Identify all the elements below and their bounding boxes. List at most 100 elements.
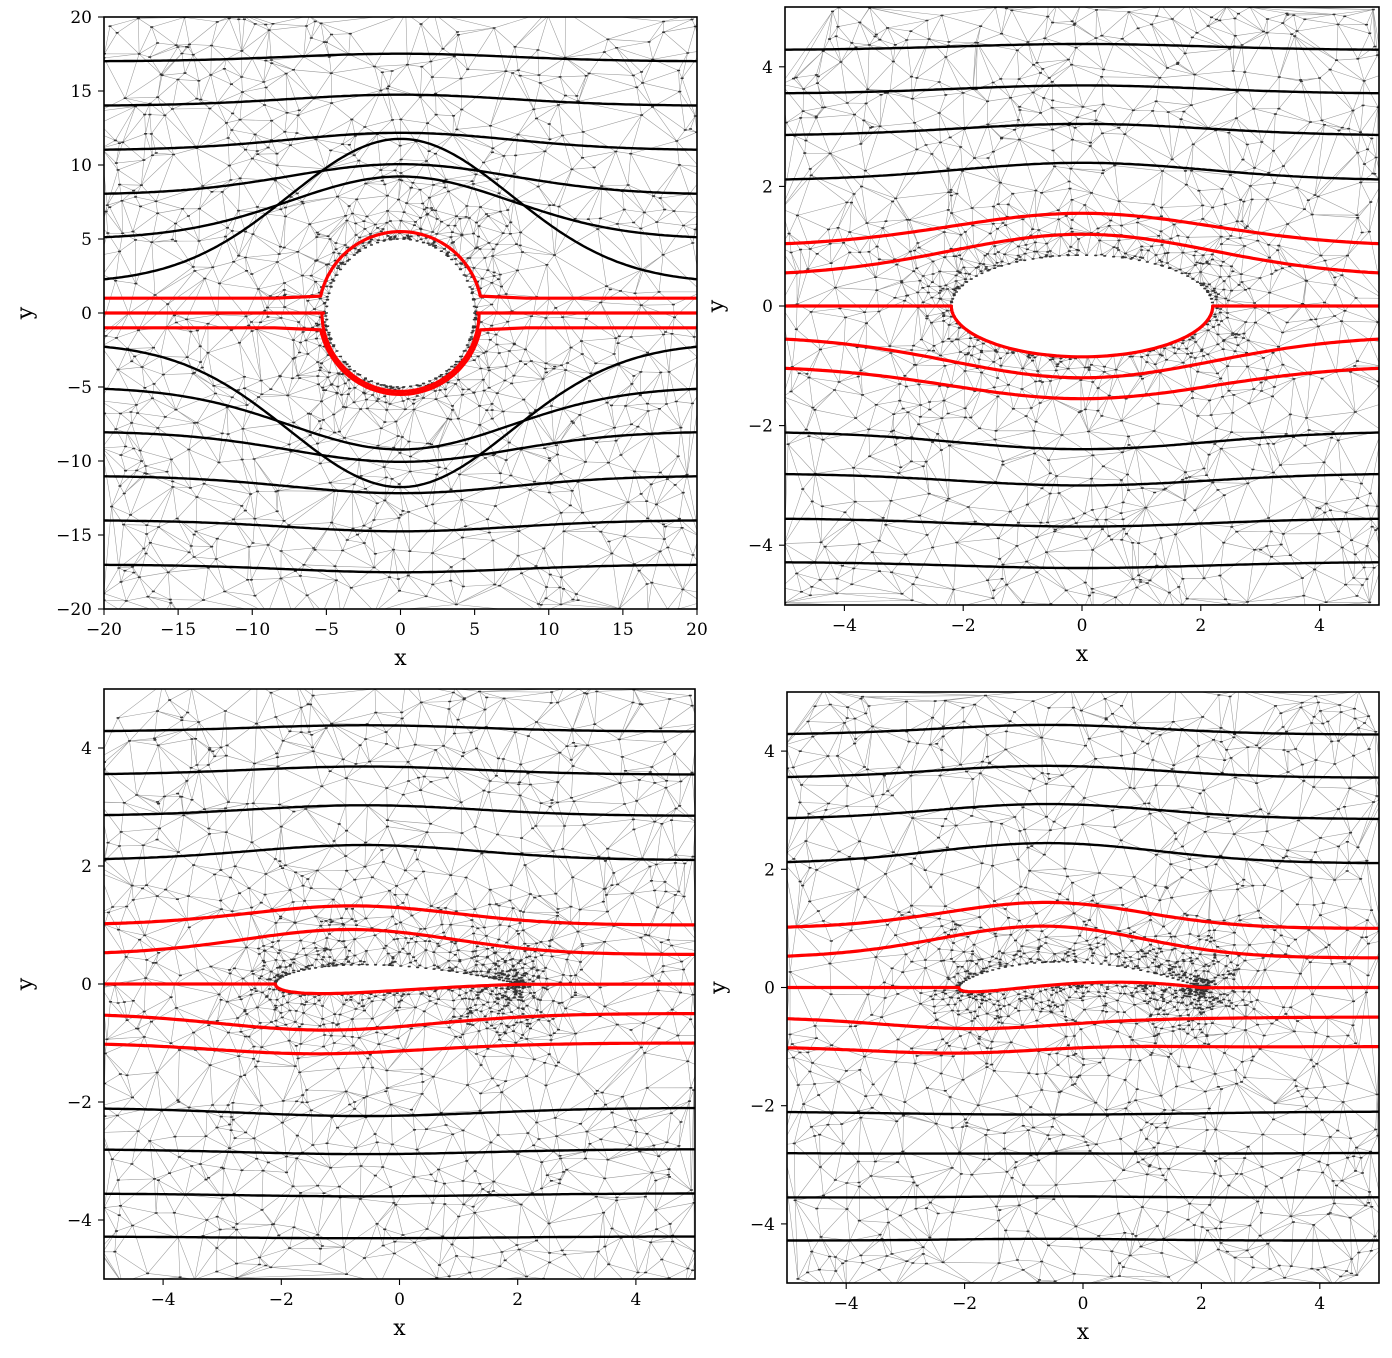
y-tick-label: 0 <box>81 975 92 995</box>
panel-ellipse: −4 −2 0 2 4 −4 −2 0 2 4 x y <box>704 6 1380 667</box>
x-tick-label: 4 <box>1314 616 1325 636</box>
streamline-black-1 <box>104 765 695 776</box>
streamline-black-10 <box>104 519 697 533</box>
y-tick-label: −2 <box>67 1093 92 1113</box>
x-tick-label: 0 <box>1078 1294 1089 1314</box>
x-tick-label: −10 <box>234 620 270 640</box>
streamline-black-2 <box>104 804 695 817</box>
streamline-black-3 <box>785 161 1379 181</box>
streamline-black-6 <box>785 517 1379 528</box>
streamline-black-7 <box>787 1237 1379 1242</box>
y-tick-label: −2 <box>750 1097 775 1117</box>
x-axis-label: x <box>1076 642 1089 667</box>
streamline-red-4 <box>104 1041 695 1056</box>
panel-airfoil-symmetric: −4 −2 0 2 4 −4 −2 0 2 4 x y <box>13 688 696 1341</box>
x-tick-label: 0 <box>394 1290 405 1310</box>
x-tick-label: −5 <box>314 620 339 640</box>
streamline-black-6 <box>104 345 697 489</box>
x-tick-label: −4 <box>832 616 857 636</box>
streamline-black-0 <box>104 724 695 733</box>
y-tick-label: −2 <box>748 417 773 437</box>
y-tick-label: 4 <box>764 742 775 762</box>
streamline-red-3 <box>787 1015 1379 1031</box>
streamline-red-1 <box>104 927 695 956</box>
y-tick-label: −10 <box>56 452 92 472</box>
plot-area <box>785 7 1379 605</box>
streamline-red-2 <box>104 982 695 996</box>
streamline-red-2 <box>787 980 1379 994</box>
panel-circle: −20 −15 −10 −5 0 5 10 15 20 −20 −15 −10 −5 0 5 10 15 20 x y <box>13 8 708 671</box>
y-tick-label: 0 <box>762 297 773 317</box>
y-axis-label: y <box>13 306 38 320</box>
streamline-black-8 <box>104 431 697 463</box>
streamline-red-0 <box>104 230 697 300</box>
streamline-red-0 <box>787 900 1379 930</box>
x-tick-label: 5 <box>469 620 480 640</box>
streamline-black-1 <box>104 93 697 107</box>
streamline-red-0 <box>785 211 1379 246</box>
y-tick-label: 15 <box>70 82 92 102</box>
x-tick-label: −2 <box>269 1290 294 1310</box>
streamline-black-4 <box>104 1106 695 1118</box>
streamline-black-7 <box>104 387 697 451</box>
y-tick-label: 2 <box>762 177 773 197</box>
streamline-black-3 <box>104 163 697 195</box>
y-tick-label: −5 <box>67 378 92 398</box>
x-axis-label: x <box>393 1316 406 1341</box>
streamline-black-11 <box>104 563 697 574</box>
y-tick-label: 5 <box>81 230 92 250</box>
x-tick-label: 0 <box>1077 616 1088 636</box>
streamline-black-5 <box>785 472 1379 487</box>
y-tick-label: 2 <box>81 857 92 877</box>
streamline-black-1 <box>787 764 1379 779</box>
plot-area <box>104 17 697 609</box>
streamline-black-4 <box>787 1110 1379 1116</box>
streamline-red-1 <box>787 924 1379 960</box>
streamline-black-3 <box>787 841 1379 865</box>
streamline-black-1 <box>785 84 1379 95</box>
x-tick-label: −2 <box>951 616 976 636</box>
streamline-black-5 <box>787 1151 1379 1155</box>
streamline-red-2 <box>104 326 697 396</box>
x-axis-label: x <box>394 646 407 671</box>
streamline-red-3 <box>785 337 1379 380</box>
panel-airfoil-cambered: −4 −2 0 2 4 −4 −2 0 2 4 x y <box>706 691 1380 1345</box>
streamline-black-2 <box>787 802 1379 821</box>
streamline-red-4 <box>785 366 1379 401</box>
streamline-black-6 <box>104 1192 695 1198</box>
x-tick-label: 15 <box>612 620 634 640</box>
streamline-red-3 <box>104 1012 695 1032</box>
y-tick-label: 10 <box>70 156 92 176</box>
y-tick-label: −15 <box>56 526 92 546</box>
streamline-black-0 <box>104 52 697 63</box>
streamline-red-1 <box>785 232 1379 275</box>
y-tick-label: 0 <box>81 304 92 324</box>
x-tick-label: −4 <box>151 1290 176 1310</box>
y-tick-label: −4 <box>67 1211 92 1231</box>
y-tick-label: 2 <box>764 860 775 880</box>
x-tick-label: −4 <box>834 1294 859 1314</box>
x-axis-label: x <box>1077 1320 1090 1345</box>
plot-area <box>787 692 1379 1283</box>
streamline-black-7 <box>104 1235 695 1240</box>
streamline-red-2 <box>785 304 1379 359</box>
streamline-black-3 <box>104 843 695 862</box>
streamline-red-0 <box>104 904 695 927</box>
y-tick-label: −20 <box>56 600 92 620</box>
plot-area <box>104 689 695 1279</box>
streamline-black-2 <box>104 131 697 151</box>
x-tick-label: 2 <box>1196 1294 1207 1314</box>
x-tick-label: −20 <box>86 620 122 640</box>
streamline-red-4 <box>787 1044 1379 1055</box>
streamline-black-4 <box>104 175 697 239</box>
x-tick-label: 2 <box>1195 616 1206 636</box>
x-tick-label: 20 <box>686 620 708 640</box>
streamline-black-5 <box>104 1148 695 1156</box>
x-tick-label: −2 <box>952 1294 977 1314</box>
y-axis-label: y <box>704 299 729 313</box>
x-tick-label: 2 <box>512 1290 523 1310</box>
x-tick-label: −15 <box>160 620 196 640</box>
y-tick-label: −4 <box>750 1215 775 1235</box>
y-tick-label: 4 <box>762 58 773 78</box>
